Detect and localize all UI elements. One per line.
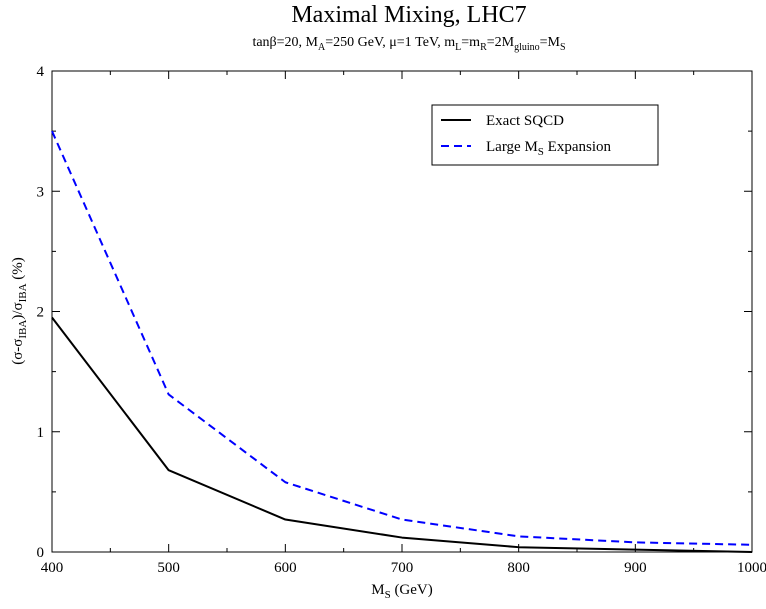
x-tick-label: 1000 (737, 560, 766, 576)
x-tick-label: 400 (41, 560, 64, 576)
chart-subtitle: tanβ=20, MA=250 GeV, μ=1 TeV, mL=mR=2Mgl… (252, 35, 565, 53)
series-line-large-ms-expansion (51, 130, 753, 546)
axis-ticks (51, 70, 753, 553)
series-line-exact-sqcd (51, 316, 753, 553)
series-layer (51, 130, 753, 553)
y-axis-title: (σ-σIBA)/σIBA (%) (10, 257, 29, 365)
y-tick-label: 4 (37, 64, 45, 80)
y-tick-label: 0 (37, 545, 45, 561)
chart-title: Maximal Mixing, LHC7 (291, 2, 526, 28)
legend: Exact SQCD Large MS Expansion (431, 104, 659, 166)
y-tick-label: 2 (37, 305, 45, 321)
tick-labels: 400 500 600 700 800 900 1000 0 1 2 3 4 (37, 64, 766, 576)
y-tick-label: 3 (37, 184, 45, 200)
x-tick-label: 700 (391, 560, 414, 576)
x-tick-label: 600 (274, 560, 297, 576)
x-axis-title: MS (GeV) (371, 582, 433, 601)
x-tick-label: 900 (624, 560, 647, 576)
x-tick-label: 500 (157, 560, 180, 576)
legend-label-exact-sqcd: Exact SQCD (486, 113, 564, 129)
x-tick-label: 800 (507, 560, 530, 576)
y-tick-label: 1 (37, 425, 45, 441)
legend-box (431, 104, 659, 166)
legend-label-large-ms-expansion: Large MS Expansion (486, 139, 611, 158)
